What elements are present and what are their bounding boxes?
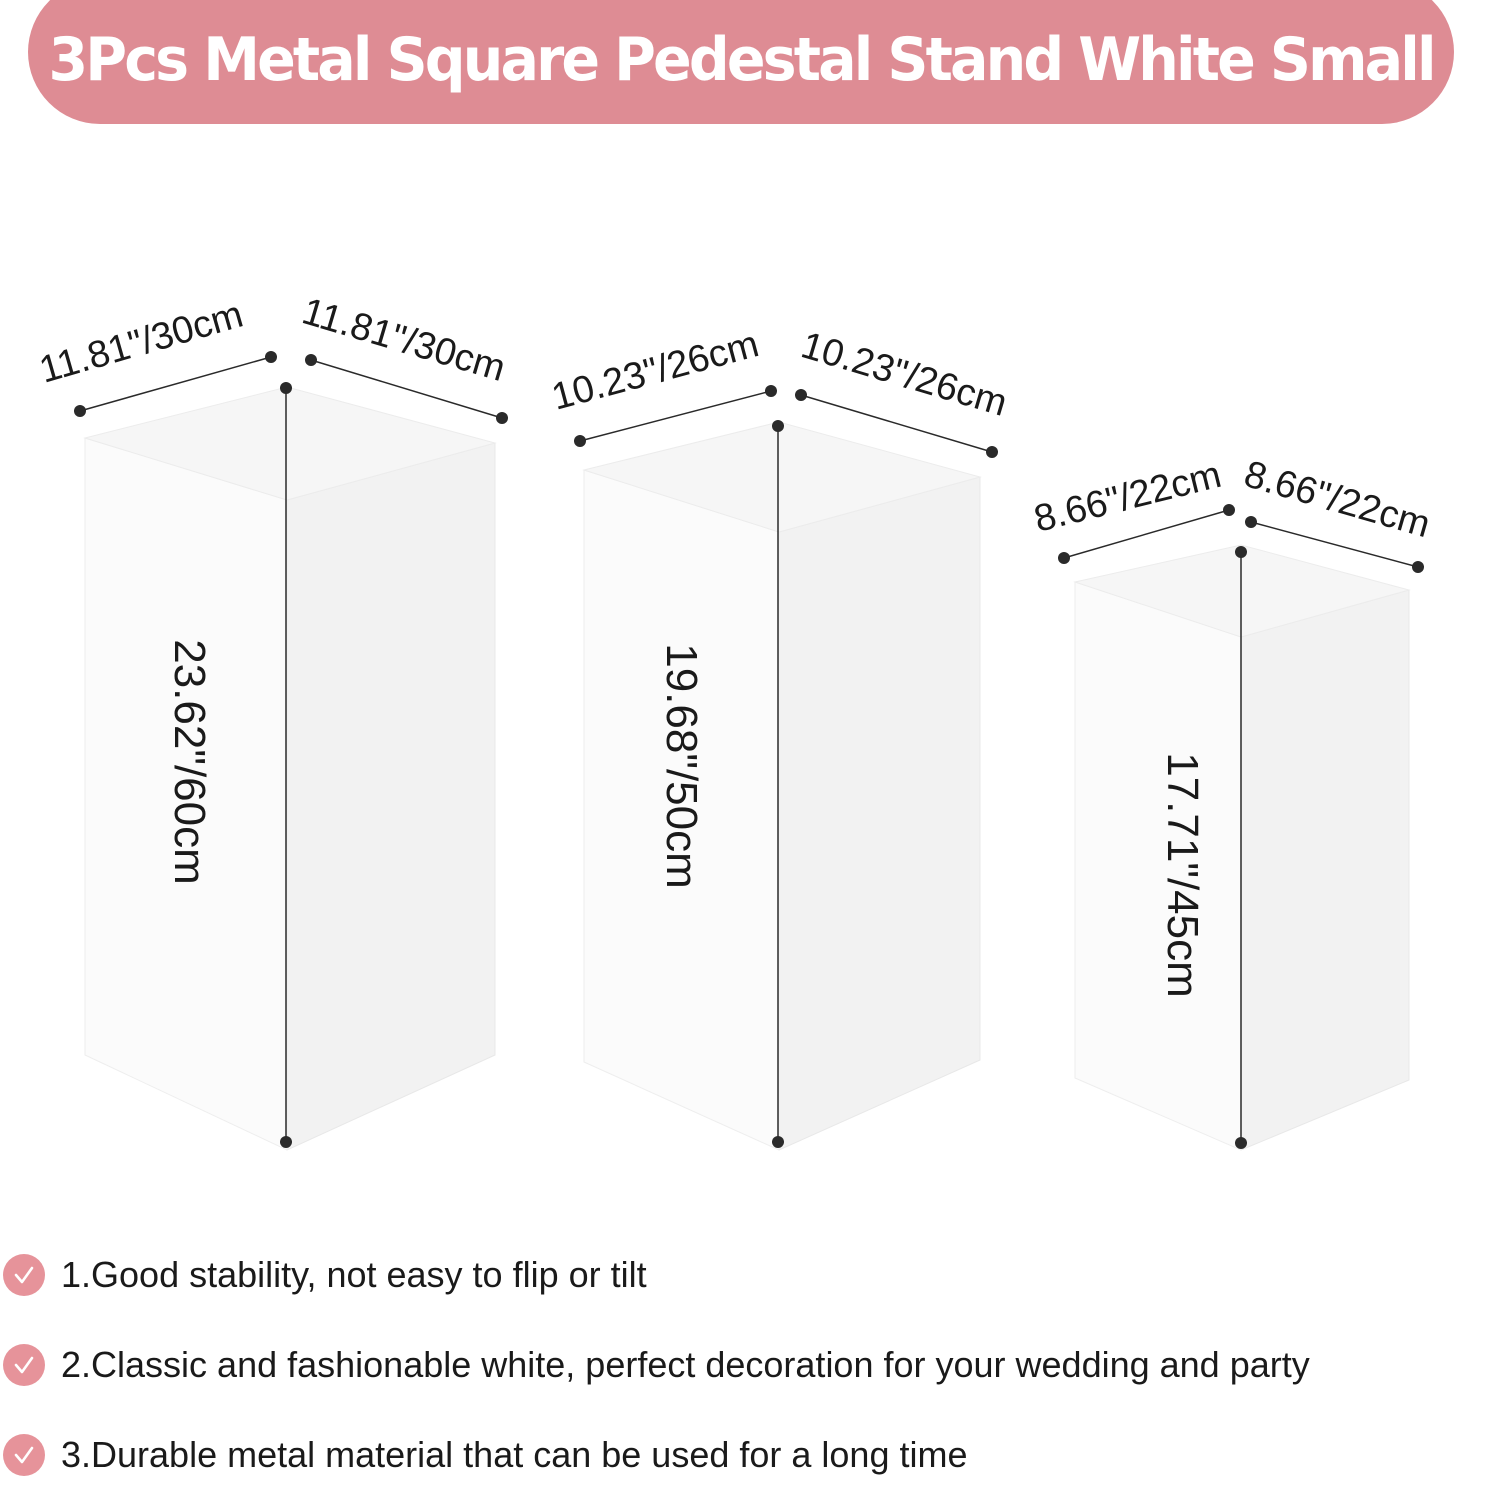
width-dimension-line (74, 351, 277, 417)
depth-label: 10.23"/26cm (796, 324, 1011, 424)
width-dimension-line (1058, 504, 1235, 564)
height-label: 23.62"/60cm (165, 639, 214, 885)
height-dimension-line (772, 420, 784, 1148)
check-circle-icon (3, 1254, 45, 1296)
feature-text: 1.Good stability, not easy to flip or ti… (61, 1254, 647, 1295)
height-dimension-line (280, 382, 292, 1148)
depth-dimension-line (305, 354, 508, 424)
page-title: 3Pcs Metal Square Pedestal Stand White S… (48, 25, 1436, 95)
height-dimension-line (1235, 546, 1247, 1149)
feature-text: 2.Classic and fashionable white, perfect… (61, 1344, 1310, 1385)
pedestal-side-face (778, 476, 981, 1151)
depth-dimension-line (795, 389, 998, 458)
width-label: 11.81"/30cm (35, 294, 248, 392)
pedestal-medium: 10.23"/26cm 10.23"/26cm 19.68"/50cm (547, 323, 1012, 1151)
feature-item: 2.Classic and fashionable white, perfect… (0, 1330, 1310, 1400)
check-circle-icon (3, 1434, 45, 1476)
depth-dimension-line (1245, 516, 1424, 573)
feature-item: 1.Good stability, not easy to flip or ti… (0, 1240, 647, 1310)
pedestal-top-face (1073, 544, 1411, 638)
feature-item: 3.Durable metal material that can be use… (0, 1420, 968, 1490)
pedestal-large: 11.81"/30cm 11.81"/30cm 23.62"/60cm (35, 290, 510, 1151)
depth-label: 8.66"/22cm (1240, 453, 1435, 546)
pedestal-top-face (582, 421, 982, 533)
pedestal-top-face (83, 386, 497, 501)
width-label: 8.66"/22cm (1030, 454, 1225, 541)
pedestal-side-face (1240, 589, 1410, 1151)
pedestal-front-face (1074, 581, 1242, 1151)
height-label: 17.71"/45cm (1158, 752, 1207, 998)
pedestal-side-face (286, 442, 496, 1151)
width-dimension-line (574, 385, 777, 447)
pedestal-small: 8.66"/22cm 8.66"/22cm 17.71"/45cm (1030, 453, 1435, 1151)
width-label: 10.23"/26cm (547, 323, 763, 418)
pedestal-diagram: 11.81"/30cm 11.81"/30cm 23.62"/60cm 10.2… (35, 290, 1435, 1151)
title-banner: 3Pcs Metal Square Pedestal Stand White S… (28, 0, 1454, 124)
feature-text: 3.Durable metal material that can be use… (61, 1434, 968, 1475)
height-label: 19.68"/50cm (657, 643, 706, 889)
check-circle-icon (3, 1344, 45, 1386)
depth-label: 11.81"/30cm (297, 290, 510, 390)
